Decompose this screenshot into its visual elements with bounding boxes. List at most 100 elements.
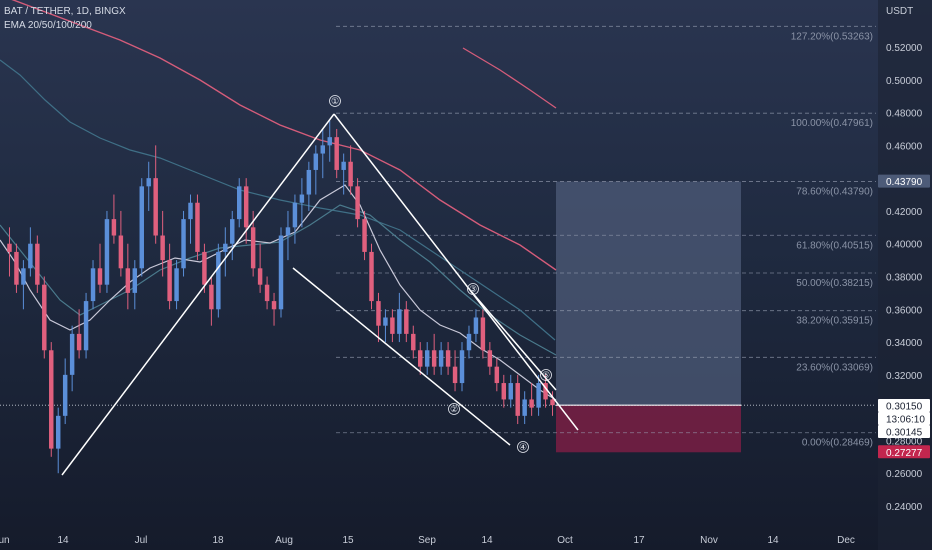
candle-body	[250, 227, 256, 269]
candle-body	[97, 268, 103, 285]
price-axis-panel	[878, 0, 932, 550]
x-tick-label: Dec	[837, 535, 855, 546]
fib-label: 23.60%(0.33069)	[796, 362, 873, 373]
candle-body	[480, 317, 486, 351]
candle-body	[188, 202, 193, 220]
y-tick-label: 0.28000	[886, 436, 923, 447]
wave-label: ④	[519, 442, 527, 452]
x-tick-label: Oct	[557, 535, 573, 546]
fib-label: 38.20%(0.35915)	[796, 316, 873, 327]
candle-body	[216, 251, 221, 310]
symbol-title: BAT / TETHER, 1D, BINGX	[4, 6, 126, 17]
y-tick-label: 0.46000	[886, 141, 923, 152]
candle-body	[132, 268, 138, 293]
candle-body	[285, 227, 291, 236]
candle-body	[160, 235, 165, 261]
candle-body	[362, 219, 367, 252]
candle-body	[146, 178, 151, 187]
candle-body	[355, 186, 360, 220]
y-tick-label: 0.36000	[886, 305, 923, 316]
wave-label: ①	[331, 96, 339, 106]
last-price-tag: 0.30150	[886, 402, 923, 413]
candle-body	[35, 243, 40, 285]
candle-body	[83, 301, 89, 351]
candle-body	[153, 178, 158, 236]
indicator-legend: EMA 20/50/100/200	[4, 20, 92, 31]
candle-body	[139, 186, 144, 269]
wedge-lower-line	[292, 267, 511, 446]
x-tick-label: Nov	[700, 535, 718, 546]
candle-body	[271, 301, 277, 310]
candle-body	[383, 317, 388, 326]
candle-body	[42, 284, 47, 351]
candle-body	[543, 383, 548, 400]
candle-body	[418, 350, 423, 367]
candle-body	[334, 137, 339, 170]
candle-body	[550, 399, 555, 406]
fib-label: 78.60%(0.43790)	[796, 187, 873, 198]
wave-label: ③	[469, 284, 477, 294]
candle-body	[237, 186, 242, 220]
x-tick-label: Aug	[275, 535, 293, 546]
stop-price-tag: 0.27277	[886, 448, 923, 459]
fib-label: 61.80%(0.40515)	[796, 240, 873, 251]
y-tick-label: 0.50000	[886, 76, 923, 87]
x-tick-label: 18	[212, 535, 224, 546]
candle-body	[174, 268, 179, 302]
ema-200-line-upper	[462, 47, 557, 109]
wedge-upper-line	[333, 113, 579, 431]
countdown-tag-bg	[878, 412, 930, 425]
x-tick-label: 14	[481, 535, 493, 546]
x-tick-label: 15	[342, 535, 354, 546]
candle-body	[397, 309, 402, 334]
axis-currency: USDT	[886, 6, 913, 17]
candle-body	[445, 350, 451, 367]
y-tick-label: 0.24000	[886, 502, 923, 513]
candle-body	[69, 333, 75, 375]
candle-body	[466, 333, 472, 351]
candle-body	[14, 251, 19, 285]
stop-zone	[556, 405, 741, 453]
countdown-tag: 13:06:10	[886, 415, 925, 426]
x-tick-label: Sep	[418, 535, 436, 546]
x-tick-label: 14	[767, 535, 779, 546]
candle-body	[459, 350, 465, 384]
wave-label: ②	[450, 404, 458, 414]
fib-label: 127.20%(0.53263)	[791, 31, 873, 42]
candle-body	[76, 333, 82, 351]
candle-body	[404, 309, 409, 334]
cursor-price-tag: 0.30145	[886, 428, 923, 439]
wave-connector-line	[469, 289, 557, 391]
candle-body	[21, 268, 26, 285]
ema-200-line	[11, 0, 557, 271]
candle-body	[167, 260, 172, 302]
candle-body	[473, 317, 479, 334]
ema-100-line	[0, 59, 556, 341]
ema-50-line	[0, 204, 557, 356]
candle-body	[223, 243, 228, 252]
candle-body	[202, 251, 207, 285]
wave-up-line	[61, 113, 335, 476]
wave-label-circle	[517, 441, 529, 453]
candle-body	[341, 161, 346, 170]
candle-body	[195, 202, 200, 252]
candle-body	[411, 333, 416, 351]
candle-body	[230, 219, 235, 244]
candle-body	[55, 415, 61, 449]
candle-body	[369, 251, 374, 302]
candle-body	[327, 137, 332, 146]
candle-body	[431, 350, 437, 367]
candle-body	[292, 202, 298, 228]
candle-body	[452, 366, 458, 384]
y-tick-label: 0.32000	[886, 371, 923, 382]
candle-body	[508, 383, 513, 400]
candle-body	[348, 161, 353, 187]
candle-body	[424, 350, 430, 367]
candle-body	[257, 268, 263, 285]
candle-body	[376, 301, 381, 326]
candle-body	[111, 219, 117, 236]
fib-label: 0.00%(0.28469)	[802, 438, 873, 449]
wave-label-circle	[540, 369, 552, 381]
